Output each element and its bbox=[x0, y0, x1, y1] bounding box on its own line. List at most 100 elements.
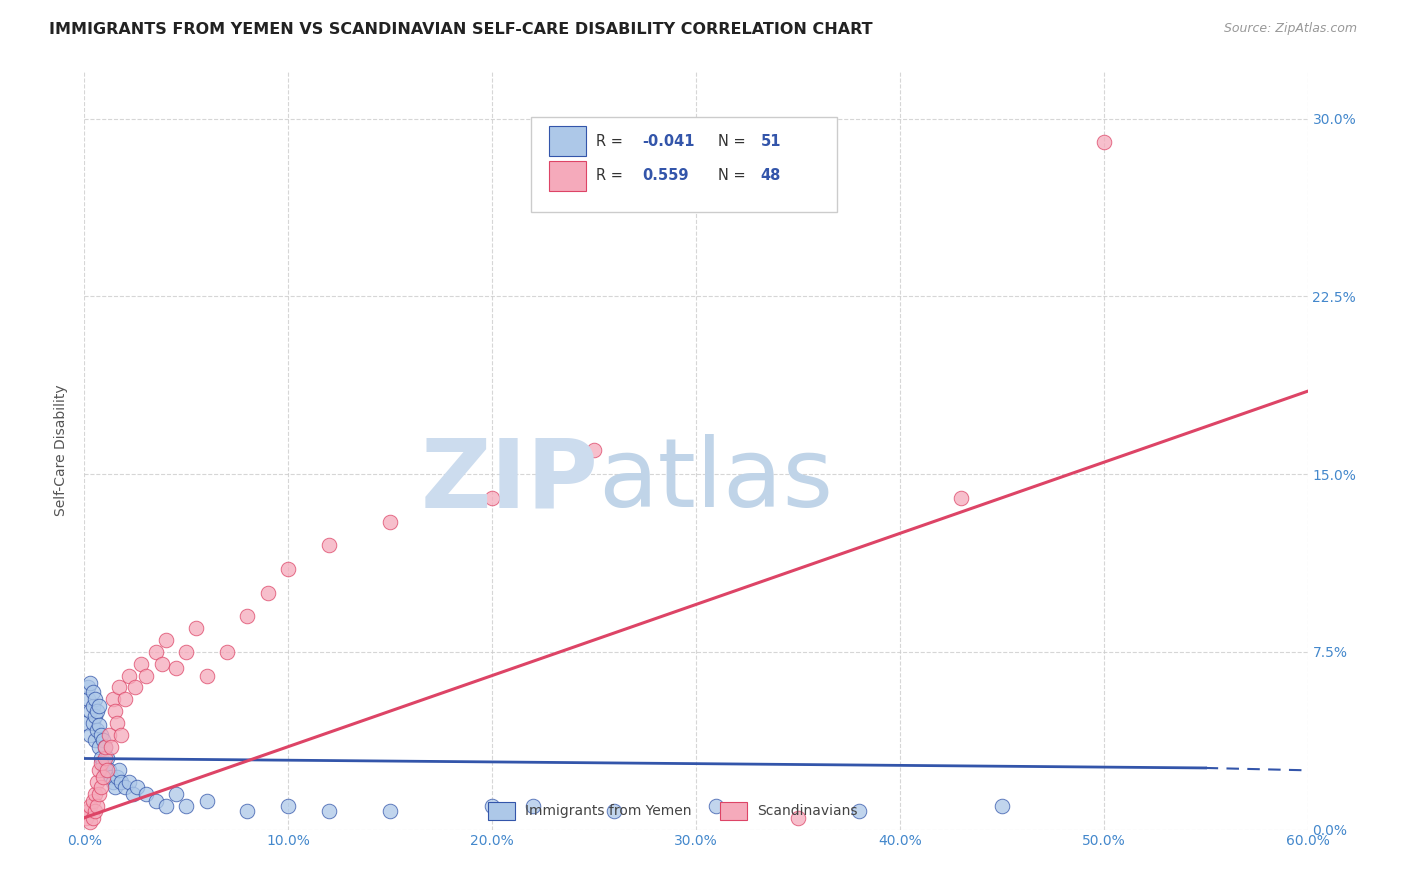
Point bbox=[82, 715, 104, 730]
Point bbox=[75, 715, 97, 730]
Point bbox=[145, 794, 167, 808]
Point bbox=[86, 704, 108, 718]
Point bbox=[155, 798, 177, 813]
Point bbox=[122, 787, 145, 801]
Text: IMMIGRANTS FROM YEMEN VS SCANDINAVIAN SELF-CARE DISABILITY CORRELATION CHART: IMMIGRANTS FROM YEMEN VS SCANDINAVIAN SE… bbox=[49, 22, 873, 37]
Point bbox=[79, 728, 101, 742]
Point bbox=[277, 798, 299, 813]
Point bbox=[82, 811, 104, 825]
Point bbox=[236, 804, 259, 818]
Point bbox=[124, 681, 146, 695]
Y-axis label: Self-Care Disability: Self-Care Disability bbox=[55, 384, 69, 516]
Point bbox=[77, 692, 100, 706]
Point bbox=[100, 771, 122, 785]
Text: Scandinavians: Scandinavians bbox=[758, 805, 858, 818]
Point bbox=[87, 739, 110, 754]
Text: 0.559: 0.559 bbox=[643, 169, 689, 184]
Point bbox=[706, 798, 728, 813]
Point bbox=[90, 780, 112, 794]
Point bbox=[83, 804, 105, 818]
Text: 48: 48 bbox=[761, 169, 782, 184]
Point bbox=[87, 787, 110, 801]
Point bbox=[108, 764, 131, 778]
Point bbox=[79, 704, 101, 718]
FancyBboxPatch shape bbox=[550, 161, 586, 191]
Point bbox=[79, 815, 101, 830]
Point bbox=[96, 751, 118, 765]
Text: R =: R = bbox=[596, 169, 631, 184]
Point bbox=[787, 811, 810, 825]
Point bbox=[77, 804, 100, 818]
Point bbox=[155, 633, 177, 648]
Point bbox=[145, 645, 167, 659]
Point bbox=[481, 491, 503, 505]
Point bbox=[79, 798, 101, 813]
Point bbox=[105, 771, 128, 785]
Point bbox=[93, 764, 115, 778]
Text: N =: N = bbox=[718, 169, 751, 184]
Point bbox=[86, 798, 108, 813]
Point bbox=[83, 692, 105, 706]
Point bbox=[91, 771, 114, 785]
Point bbox=[848, 804, 870, 818]
Point bbox=[603, 804, 626, 818]
Point bbox=[86, 723, 108, 737]
Point bbox=[257, 585, 280, 599]
FancyBboxPatch shape bbox=[531, 117, 837, 211]
Point bbox=[77, 681, 100, 695]
Point bbox=[105, 715, 128, 730]
Point bbox=[236, 609, 259, 624]
FancyBboxPatch shape bbox=[720, 802, 748, 821]
Text: ZIP: ZIP bbox=[420, 434, 598, 527]
Point bbox=[135, 787, 157, 801]
Point bbox=[195, 794, 218, 808]
Text: Immigrants from Yemen: Immigrants from Yemen bbox=[524, 805, 692, 818]
Text: Source: ZipAtlas.com: Source: ZipAtlas.com bbox=[1223, 22, 1357, 36]
Point bbox=[522, 798, 544, 813]
FancyBboxPatch shape bbox=[488, 802, 515, 821]
Point bbox=[90, 728, 112, 742]
Point bbox=[318, 804, 340, 818]
Point bbox=[135, 668, 157, 682]
Point bbox=[318, 538, 340, 552]
Point bbox=[186, 621, 208, 635]
Point bbox=[118, 775, 141, 789]
Point bbox=[90, 751, 112, 765]
Point bbox=[87, 764, 110, 778]
Point bbox=[82, 685, 104, 699]
Point bbox=[101, 692, 124, 706]
Point bbox=[380, 515, 402, 529]
Point bbox=[87, 699, 110, 714]
Point bbox=[101, 775, 124, 789]
Point bbox=[108, 681, 131, 695]
Text: R =: R = bbox=[596, 134, 627, 149]
Point bbox=[82, 699, 104, 714]
Text: -0.041: -0.041 bbox=[643, 134, 695, 149]
Point bbox=[174, 645, 197, 659]
Point bbox=[380, 804, 402, 818]
FancyBboxPatch shape bbox=[550, 126, 586, 156]
Point bbox=[93, 739, 115, 754]
Text: 51: 51 bbox=[761, 134, 782, 149]
Point bbox=[87, 718, 110, 732]
Point bbox=[131, 657, 153, 671]
Point bbox=[97, 764, 120, 778]
Point bbox=[174, 798, 197, 813]
Point bbox=[91, 756, 114, 771]
Point bbox=[150, 657, 173, 671]
Point bbox=[93, 751, 115, 765]
Point bbox=[75, 811, 97, 825]
Text: atlas: atlas bbox=[598, 434, 834, 527]
Point bbox=[93, 739, 115, 754]
Point bbox=[114, 692, 136, 706]
Point bbox=[118, 668, 141, 682]
Point bbox=[195, 668, 218, 682]
Point bbox=[165, 787, 187, 801]
Point bbox=[90, 756, 112, 771]
Point bbox=[104, 780, 127, 794]
Point bbox=[104, 704, 127, 718]
Point bbox=[83, 708, 105, 723]
Point bbox=[83, 732, 105, 747]
Point bbox=[165, 661, 187, 675]
Point bbox=[110, 775, 132, 789]
